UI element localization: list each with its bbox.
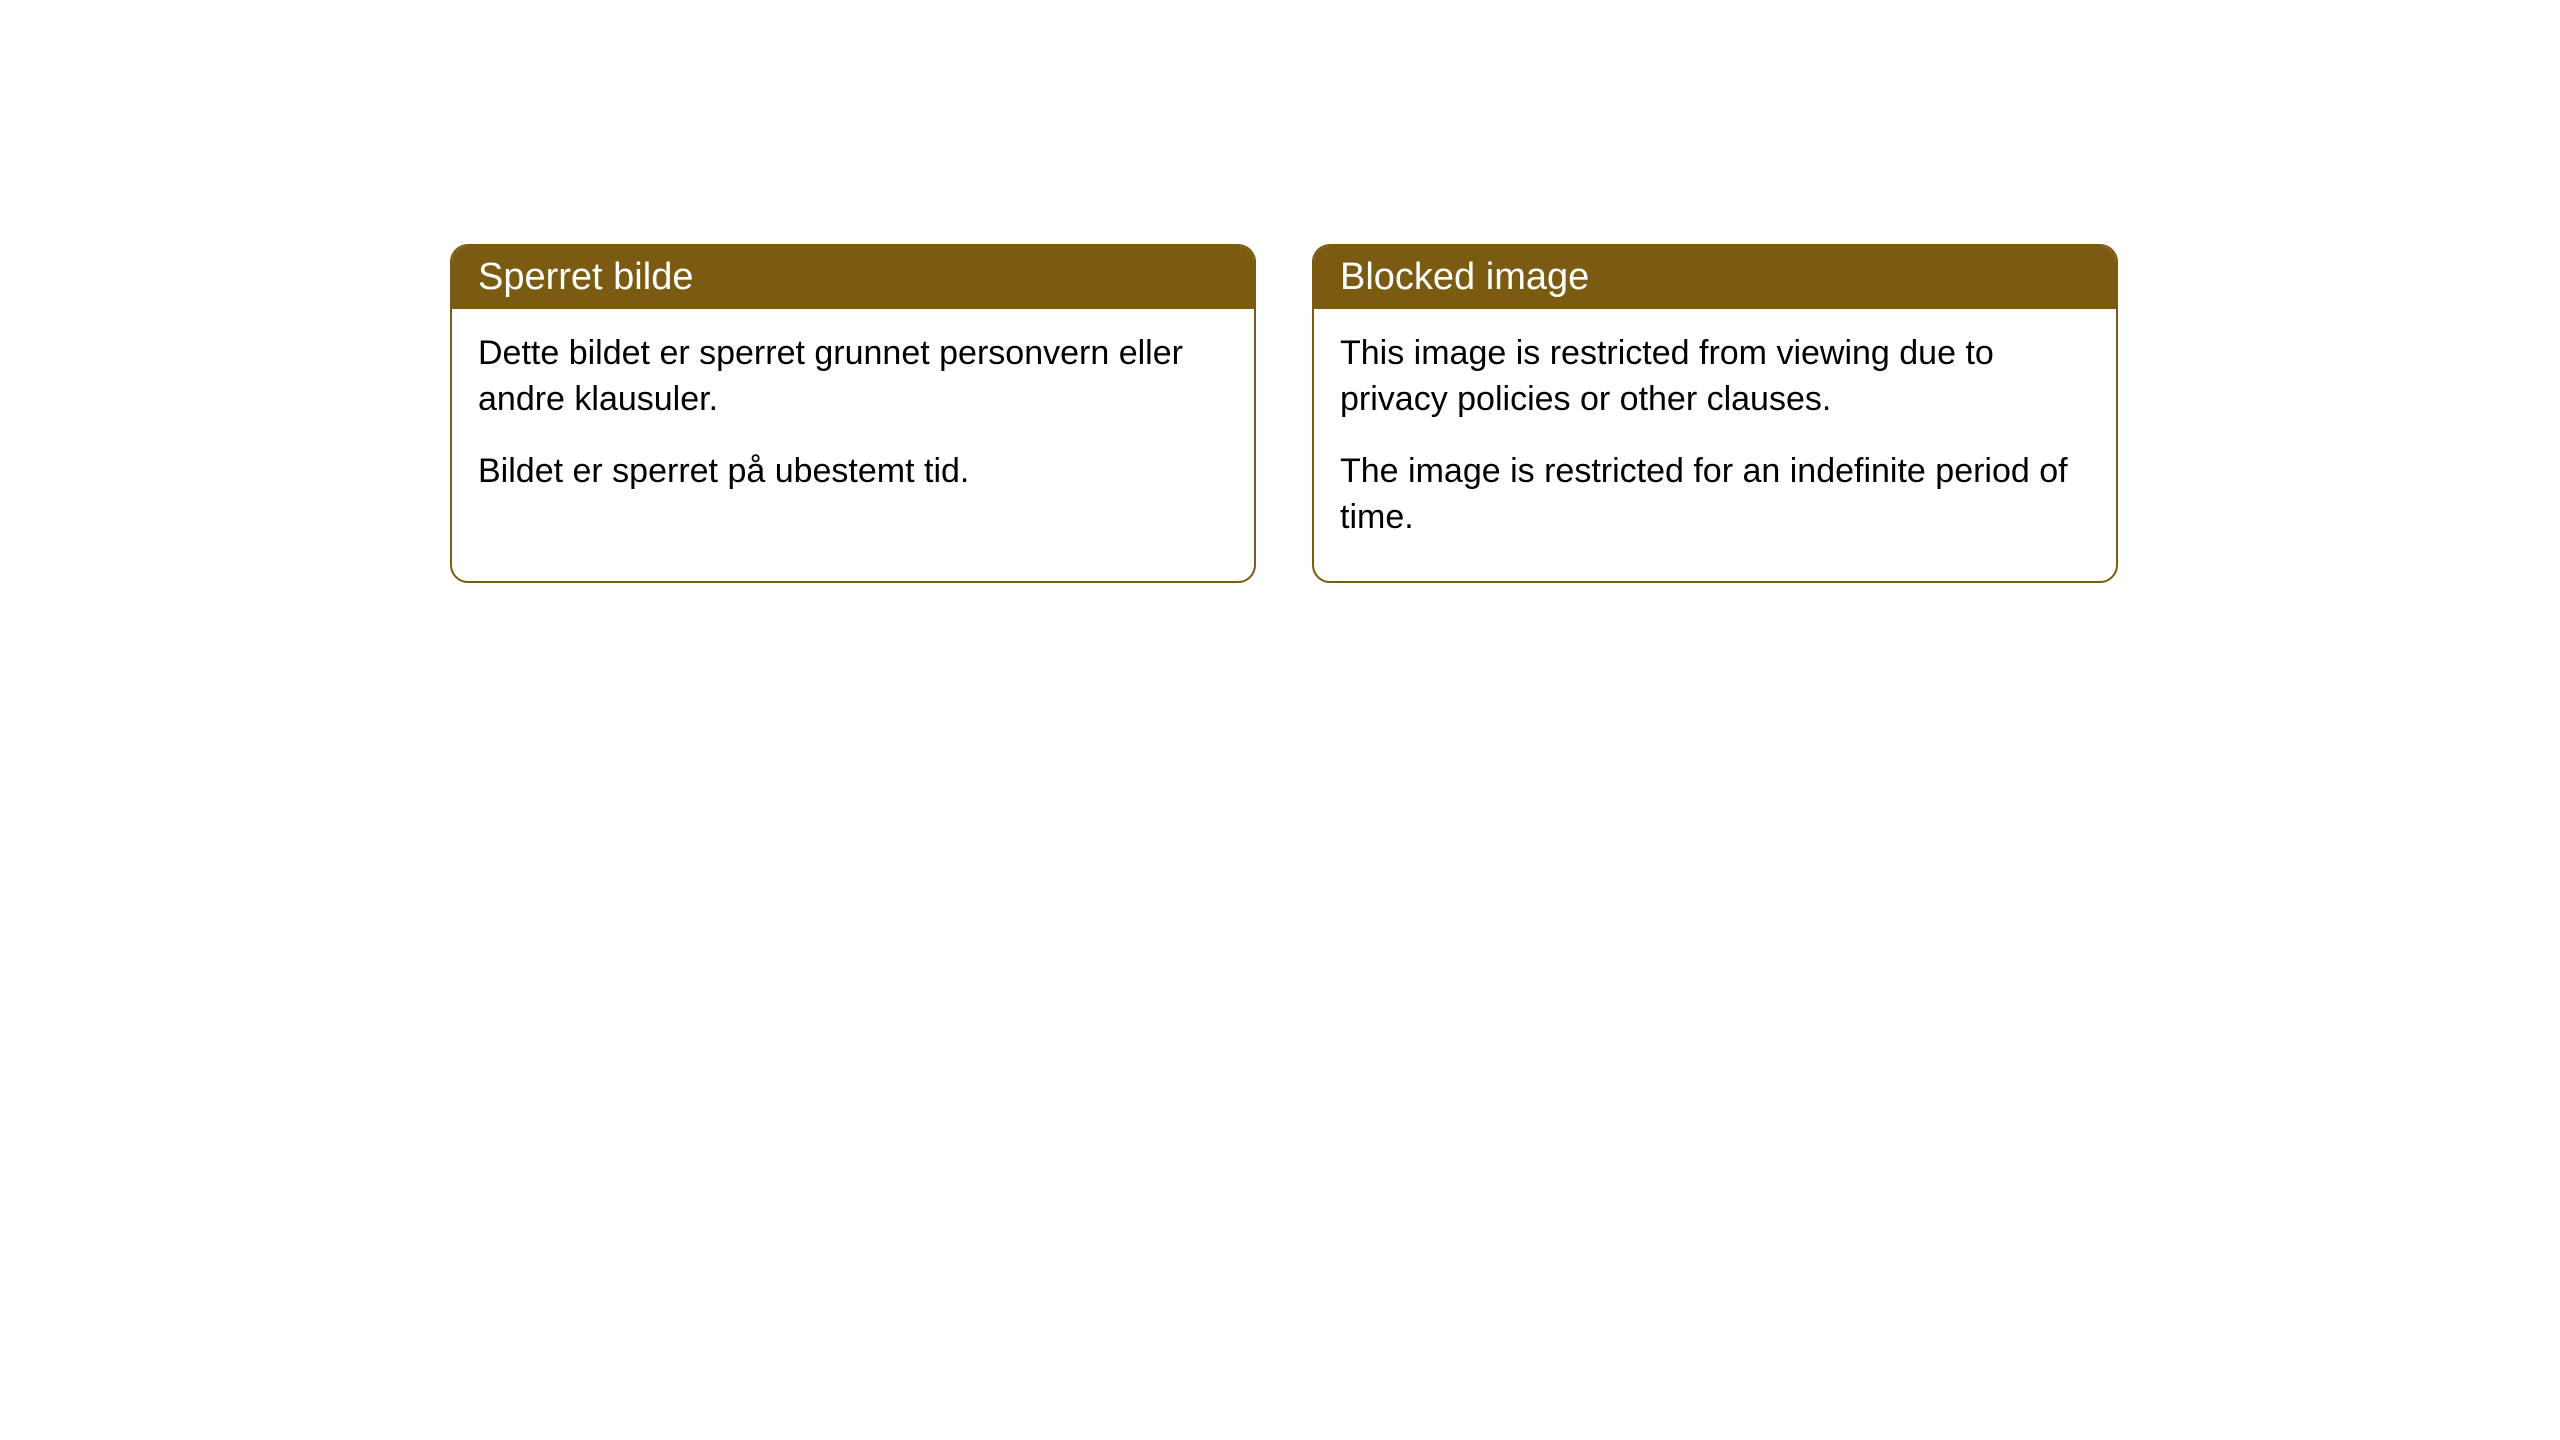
card-title: Blocked image [1340, 256, 1589, 298]
card-body: This image is restricted from viewing du… [1314, 309, 2116, 581]
card-header: Sperret bilde [452, 246, 1254, 309]
notice-card-english: Blocked image This image is restricted f… [1312, 244, 2118, 583]
card-title: Sperret bilde [478, 256, 693, 298]
card-paragraph: Dette bildet er sperret grunnet personve… [478, 331, 1228, 423]
notice-cards-container: Sperret bilde Dette bildet er sperret gr… [450, 244, 2118, 583]
card-paragraph: Bildet er sperret på ubestemt tid. [478, 449, 1228, 495]
notice-card-norwegian: Sperret bilde Dette bildet er sperret gr… [450, 244, 1256, 583]
card-body: Dette bildet er sperret grunnet personve… [452, 309, 1254, 535]
card-paragraph: This image is restricted from viewing du… [1340, 331, 2090, 423]
card-paragraph: The image is restricted for an indefinit… [1340, 449, 2090, 541]
card-header: Blocked image [1314, 246, 2116, 309]
